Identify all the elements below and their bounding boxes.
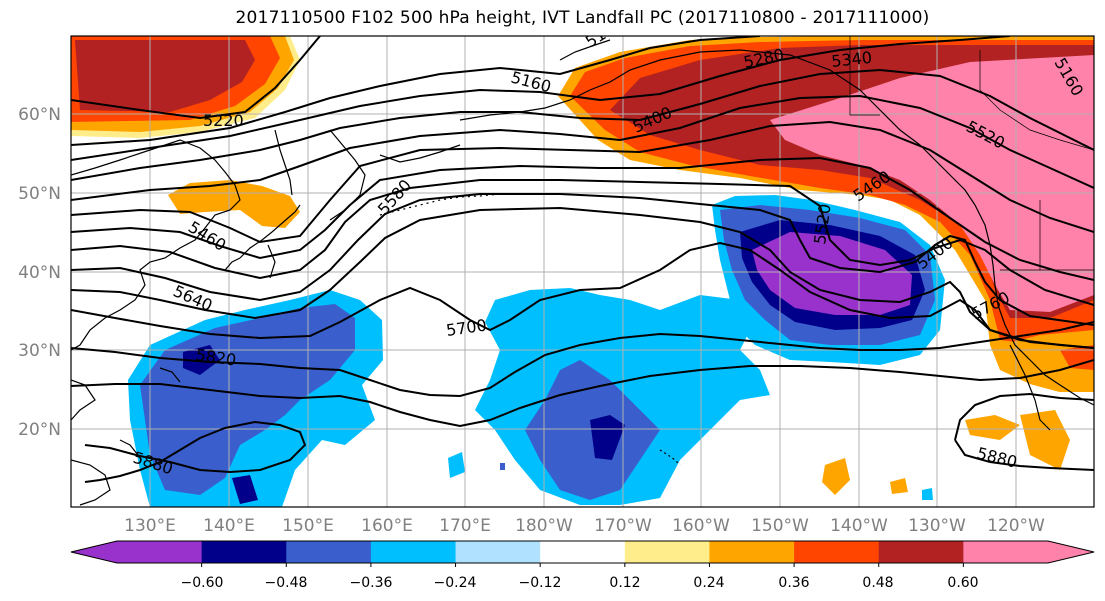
colorbar-ticks: −0.60 −0.48 −0.36 −0.24 −0.12 0.12 0.24 … [181,575,979,591]
colorbar-swatch [794,541,880,563]
colorbar-outline [70,540,1095,564]
colorbar-swatch [709,541,795,563]
colorbar-swatch [370,541,457,563]
lon-label: 120°W [987,516,1045,536]
colorbar-tick-label: −0.60 [181,575,224,591]
coastlines [71,36,1094,506]
lat-label: 20°N [18,420,61,440]
colorbar-tick-label: 0.60 [947,575,978,591]
lon-label: 160°E [361,516,413,536]
lon-label: 130°E [124,516,176,536]
colorbar-swatch [624,541,710,563]
latitude-labels: 60°N 50°N 40°N 30°N 20°N [18,105,61,440]
lon-label: 130°W [908,516,966,536]
lon-label: 170°W [594,516,652,536]
lon-label: 170°E [439,516,491,536]
lon-label: 140°W [830,516,888,536]
lat-label: 60°N [18,105,61,125]
lat-label: 30°N [18,341,61,361]
colorbar-tick-label: 0.36 [778,575,809,591]
colorbar-tick-label: −0.24 [434,575,477,591]
colorbar-swatch [540,541,626,563]
colorbar-swatch [201,541,287,563]
lon-label: 150°W [751,516,809,536]
map-title: 2017110500 F102 500 hPa height, IVT Land… [235,8,930,28]
colorbar-swatch [878,541,964,563]
colorbar-tick-label: −0.12 [519,575,562,591]
colorbar-tick-label: 0.24 [693,575,724,591]
colorbar-swatch [963,541,1049,563]
colorbar-tick-label: 0.48 [862,575,893,591]
lon-label: 140°E [203,516,255,536]
map-plot-area: 5160 5160 5220 5280 5340 5400 5460 5520 … [71,36,1094,507]
colorbar [70,540,1095,567]
colorbar-swatch [117,541,203,563]
contour-label: 5340 [830,48,872,71]
lon-label: 150°E [282,516,334,536]
contour-label: 5220 [203,111,244,130]
colorbar-tick-label: −0.36 [350,575,393,591]
colorbar-tick-label: −0.48 [265,575,308,591]
colorbar-extend-low [71,541,117,563]
map-gridlines [71,36,1094,507]
map-frame [70,35,1095,508]
colorbar-extend-high [1048,541,1094,563]
longitude-labels: 130°E 140°E 150°E 160°E 170°E 180°W 170°… [124,516,1045,536]
lat-label: 50°N [18,184,61,204]
lon-label: 160°W [672,516,730,536]
negative-ivt-regions [128,195,945,507]
lon-label: 180°W [515,516,573,536]
colorbar-swatch [286,541,372,563]
colorbar-swatch [455,541,541,563]
height-contours [71,36,1094,483]
lat-label: 40°N [18,263,61,283]
colorbar-tick-label: 0.12 [609,575,640,591]
